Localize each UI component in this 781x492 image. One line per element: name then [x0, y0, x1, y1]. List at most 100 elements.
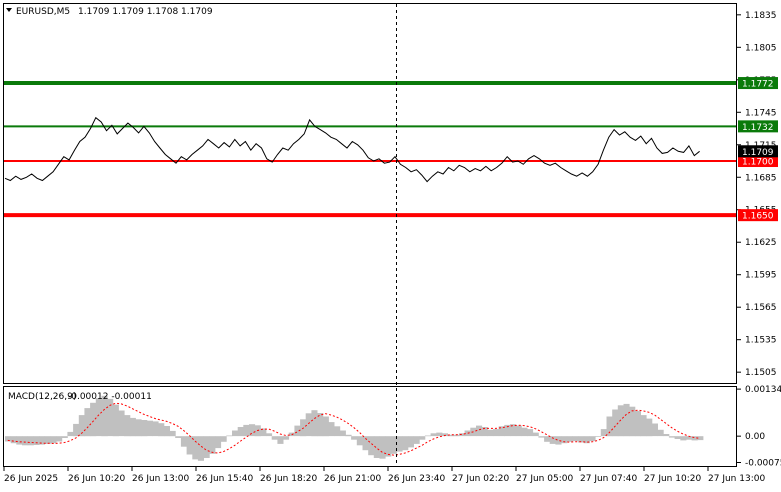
- macd-histogram-bar: [544, 436, 551, 442]
- macd-histogram-bar: [402, 436, 409, 451]
- macd-histogram-bar: [640, 415, 647, 437]
- macd-histogram-bar: [73, 423, 80, 437]
- price-axis-label: 1.1835: [745, 11, 777, 21]
- macd-histogram-bar: [595, 436, 602, 437]
- macd-histogram-bar: [674, 436, 681, 439]
- time-axis-label: 26 Jun 23:40: [388, 474, 445, 484]
- level-tag-label: 1.1772: [742, 80, 774, 90]
- time-axis[interactable]: 26 Jun 2025 26 Jun 10:20 26 Jun 13:00 26 Ju…: [3, 466, 765, 484]
- time-axis-label: 27 Jun 10:20: [644, 474, 701, 484]
- macd-histogram-bar: [16, 436, 23, 445]
- macd-histogram-bar: [22, 436, 29, 446]
- macd-histogram-bar: [101, 395, 108, 437]
- macd-histogram-bar: [39, 436, 46, 445]
- macd-histogram-bar: [10, 436, 17, 444]
- macd-histogram-bar: [561, 436, 568, 444]
- level-price-tag-1.1772: 1.1772: [738, 77, 778, 90]
- macd-histogram-bar: [163, 426, 170, 437]
- price-axis-label: 1.1625: [745, 238, 777, 248]
- macd-histogram-bar: [362, 436, 369, 451]
- macd-chart: [5, 395, 704, 461]
- current-price-background: [738, 145, 778, 158]
- macd-histogram-bar: [67, 431, 74, 437]
- level-tag-label: 1.1700: [742, 158, 774, 168]
- price-axis[interactable]: 1.18351.18051.17751.17451.17151.16851.16…: [736, 11, 781, 469]
- macd-histogram-bar: [515, 425, 522, 437]
- macd-histogram-bar: [215, 436, 222, 449]
- macd-histogram-bar: [487, 429, 494, 437]
- macd-histogram-bar: [685, 436, 692, 440]
- macd-histogram-bar: [668, 436, 675, 438]
- time-axis-label: 26 Jun 15:40: [196, 474, 253, 484]
- macd-histogram-bar: [368, 436, 375, 456]
- level-tag-background: [738, 155, 778, 168]
- time-axis-label: 26 Jun 13:00: [132, 474, 189, 484]
- macd-histogram-bar: [317, 413, 324, 437]
- macd-histogram-bar: [646, 418, 653, 437]
- time-axis-label: 26 Jun 2025: [4, 474, 58, 484]
- macd-histogram-bar: [5, 436, 12, 442]
- time-axis-label: 27 Jun 13:00: [708, 474, 765, 484]
- macd-histogram-bar: [572, 436, 579, 442]
- macd-histogram-bar: [209, 436, 216, 454]
- macd-histogram-bar: [578, 436, 585, 443]
- macd-histogram-bar: [566, 436, 573, 442]
- macd-histogram-bar: [623, 403, 630, 437]
- dropdown-triangle-icon[interactable]: [6, 8, 12, 12]
- macd-histogram-bar: [112, 404, 119, 437]
- time-axis-label: 27 Jun 02:20: [452, 474, 509, 484]
- macd-histogram-bar: [124, 415, 131, 437]
- macd-histogram-bar: [328, 422, 335, 437]
- macd-histogram-bar: [249, 424, 256, 437]
- macd-histogram-bar: [90, 402, 97, 437]
- macd-histogram-bar: [334, 426, 341, 437]
- macd-histogram-bar: [379, 436, 386, 459]
- level-tag-background: [738, 120, 778, 133]
- macd-histogram-bar: [95, 398, 102, 437]
- macd-axis-label: 0.00134: [745, 385, 781, 395]
- macd-histogram-bar: [271, 436, 278, 440]
- macd-histogram-bar: [351, 436, 358, 440]
- price-axis-label: 1.1805: [745, 43, 777, 53]
- macd-histogram-bar: [481, 427, 488, 437]
- macd-histogram-bar: [152, 421, 159, 437]
- macd-histogram-bar: [78, 415, 85, 437]
- macd-histogram-bar: [396, 436, 403, 452]
- macd-histogram-bar: [651, 423, 658, 437]
- macd-histogram-bar: [680, 436, 687, 441]
- macd-histogram-bar: [634, 410, 641, 437]
- time-axis-label: 27 Jun 05:00: [516, 474, 573, 484]
- macd-histogram-bar: [283, 436, 290, 440]
- price-axis-label: 1.1505: [745, 368, 777, 378]
- macd-axis-label: -0.00075: [745, 458, 781, 468]
- macd-histogram-bar: [322, 416, 329, 437]
- level-tag-label: 1.1650: [742, 212, 774, 222]
- macd-histogram-bar: [266, 433, 273, 437]
- macd-histogram-bar: [612, 409, 619, 437]
- level-price-tag-1.1650: 1.1650: [738, 209, 778, 222]
- macd-histogram-bar: [277, 436, 284, 444]
- macd-histogram-bar: [697, 436, 704, 441]
- time-axis-label: 26 Jun 21:00: [324, 474, 381, 484]
- current-price-label: 1.1709: [742, 148, 774, 158]
- macd-histogram-bar: [311, 410, 318, 437]
- macd-histogram-bar: [436, 432, 443, 437]
- macd-histogram-bar: [61, 436, 68, 438]
- macd-histogram-bar: [555, 436, 562, 445]
- price-axis-label: 1.1685: [745, 173, 777, 183]
- macd-histogram-bar: [583, 436, 590, 444]
- price-axis-label: 1.1565: [745, 303, 777, 313]
- macd-histogram-bar: [498, 426, 505, 437]
- macd-histogram-bar: [413, 436, 420, 444]
- macd-histogram-bar: [243, 424, 250, 437]
- macd-histogram-bar: [538, 436, 545, 438]
- macd-histogram-bar: [356, 436, 363, 446]
- macd-histogram-bar: [203, 436, 210, 458]
- macd-histogram-bar: [175, 436, 182, 438]
- macd-histogram-bar: [606, 416, 613, 437]
- macd-histogram-bar: [118, 410, 125, 437]
- macd-values: -0.00012 -0.00011: [68, 392, 152, 402]
- time-axis-label: 26 Jun 10:20: [68, 474, 125, 484]
